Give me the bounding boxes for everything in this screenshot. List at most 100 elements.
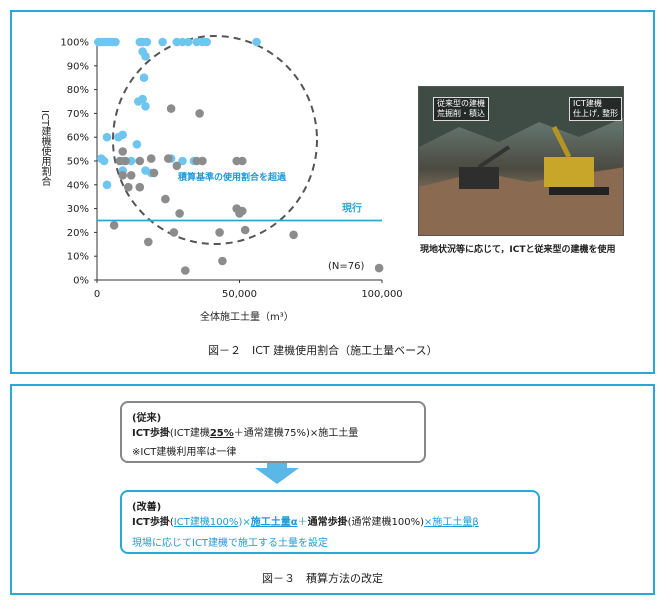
y-tick-label: 100% (60, 38, 89, 49)
y-axis-label-text: ICT建機使用割合 (39, 110, 50, 187)
y-tick-label: 70% (67, 109, 89, 120)
photo-label-right-line1: ICT建機 (573, 99, 602, 108)
data-point-gray (235, 209, 244, 218)
labels-group: 積算基準の使用割合を超過 (N=76) (177, 171, 364, 272)
new-formula: ICT歩掛(ICT建機100%)×施工土量α＋通常歩掛(通常建機100%)×施工… (132, 513, 479, 528)
photo-label-left-line2: 荒掘削・積込 (437, 109, 485, 118)
excavator-left-arm (477, 145, 511, 169)
old-method-box: (従来) ICT歩掛(ICT建機25%＋通常建機75%)×施工土量 ※ICT建機… (120, 401, 426, 463)
new-formula-part-f: ＋ (297, 517, 308, 528)
chart-axes: 0% 10% 20% 30% 40% 50% 60% 70% 80% 90% 100% 0 50,000… (60, 38, 402, 301)
data-point-gray (175, 209, 184, 218)
x-tick-label: 100,000 (361, 289, 402, 300)
new-formula-part-h: (通常建機100%) (347, 517, 424, 528)
sample-size-label: (N=76) (328, 261, 364, 272)
data-point-gray (215, 228, 224, 237)
data-point-gray (169, 228, 179, 237)
y-axis-label: ICT建機使用割合 (38, 110, 50, 190)
data-point-gray (124, 182, 133, 192)
points-group (94, 37, 384, 275)
reference-line-label: 現行 (342, 202, 362, 215)
new-heading: (改善) (132, 502, 162, 513)
data-point-gray (109, 221, 119, 230)
arrow-stem (267, 463, 287, 469)
new-formula-part-b: ( (169, 517, 174, 528)
data-point-gray (115, 156, 125, 166)
old-formula-part-a: ICT歩掛 (132, 428, 170, 439)
data-point-gray (118, 147, 127, 156)
photo-label-right-line2: 仕上げ, 整形 (573, 109, 619, 118)
excavator-right-track (549, 187, 609, 195)
data-point-blue (142, 37, 152, 47)
y-tick-label: 30% (67, 204, 89, 215)
old-note: ※ICT建機利用率は一律 (132, 447, 237, 458)
data-point-gray (374, 263, 384, 273)
y-tick-label: 90% (67, 61, 89, 72)
data-point-blue (111, 37, 120, 47)
data-point-gray (166, 104, 176, 113)
ellipse-annotation: 積算基準の使用割合を超過 (177, 171, 287, 183)
data-point-gray (240, 225, 250, 235)
data-point-blue (178, 156, 187, 166)
x-tick-label: 50,000 (222, 289, 257, 300)
old-formula: ICT歩掛(ICT建機25%＋通常建機75%)×施工土量 (132, 424, 358, 439)
data-point-gray (135, 156, 145, 166)
excavator-left-body (459, 167, 499, 189)
data-point-blue (102, 132, 112, 142)
old-heading: (従来) (132, 413, 162, 424)
y-tick-label: 80% (67, 85, 89, 96)
new-formula-part-d: )× (238, 517, 251, 528)
data-point-gray (135, 182, 145, 192)
old-formula-part-d: ＋通常建機75%)×施工土量 (233, 428, 359, 439)
excavator-right-arm (551, 125, 572, 159)
y-tick-label: 50% (67, 157, 89, 168)
figure3-caption: 図－３ 積算方法の改定 (262, 572, 383, 585)
data-point-gray (164, 154, 173, 163)
data-point-blue (252, 37, 261, 47)
y-tick-label: 0% (73, 276, 89, 287)
old-formula-part-b: (ICT建機 (169, 428, 210, 439)
data-point-blue (132, 140, 142, 149)
data-point-blue (139, 73, 149, 82)
photo-label-left-line1: 従来型の建機 (437, 99, 485, 108)
data-point-gray (218, 256, 227, 266)
excavator-right-body (544, 157, 594, 187)
data-point-blue (99, 156, 109, 166)
new-formula-part-e: 施工土量α (250, 517, 298, 528)
new-formula-part-i: ×施工土量β (424, 517, 479, 528)
data-point-gray (144, 237, 153, 247)
data-point-gray (238, 156, 247, 166)
data-point-gray (181, 266, 190, 275)
new-note: 現場に応じてICT建機で施工する土量を設定 (132, 538, 329, 549)
data-point-gray (126, 171, 136, 180)
photo-label-ict: ICT建機 仕上げ, 整形 (569, 97, 623, 121)
figure2-caption: 図－２ ICT 建機使用割合（施工土量ベース） (208, 344, 438, 357)
old-formula-part-c: 25% (209, 428, 234, 439)
ellipse-group (112, 35, 318, 245)
data-point-blue (158, 37, 167, 47)
y-tick-label: 10% (67, 252, 89, 263)
data-point-blue (138, 94, 147, 104)
photo-caption: 現地状況等に応じて，ICTと従来型の建機を使用 (420, 245, 616, 255)
data-point-gray (172, 161, 182, 171)
down-arrow-icon (255, 468, 299, 484)
new-formula-part-c: ICT建機100% (173, 517, 239, 528)
construction-photo: 従来型の建機 荒掘削・積込 ICT建機 仕上げ, 整形 (418, 86, 624, 236)
data-point-blue (183, 37, 193, 47)
reference-line-group: 現行 (97, 202, 382, 222)
data-point-gray (161, 194, 170, 204)
x-tick-label: 0 (94, 289, 100, 300)
data-point-gray (198, 156, 207, 166)
new-method-box: (改善) ICT歩掛(ICT建機100%)×施工土量α＋通常歩掛(通常建機100… (120, 490, 540, 554)
data-point-blue (118, 130, 127, 140)
data-point-gray (149, 168, 159, 178)
data-point-gray (195, 109, 204, 118)
new-formula-part-g: 通常歩掛 (307, 517, 348, 528)
data-point-blue (141, 52, 150, 61)
scatter-chart: 0% 10% 20% 30% 40% 50% 60% 70% 80% 90% 100% 0 50,000… (60, 35, 403, 301)
y-tick-label: 20% (67, 228, 89, 239)
y-tick-label: 60% (67, 133, 89, 144)
x-axis-label: 全体施工土量（m³） (200, 312, 294, 323)
data-point-blue (141, 102, 150, 111)
new-formula-part-a: ICT歩掛 (132, 517, 170, 528)
